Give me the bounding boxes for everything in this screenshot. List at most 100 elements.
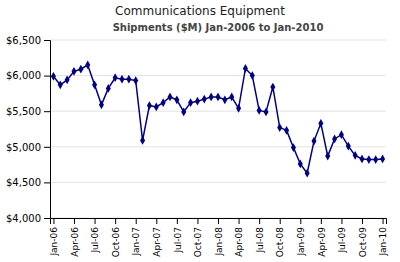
marker xyxy=(318,119,323,128)
marker xyxy=(359,155,364,164)
tick-label: Oct-06 xyxy=(111,227,121,258)
tick-mark xyxy=(300,218,301,224)
tick-mark xyxy=(44,218,50,219)
tick-mark xyxy=(44,76,50,77)
tick-mark xyxy=(44,147,50,148)
tick: Oct-09 xyxy=(358,218,368,257)
tick: $6,500 xyxy=(6,35,50,46)
tick-label: Oct-08 xyxy=(275,227,285,258)
tick-label: Jan-08 xyxy=(214,227,224,257)
tick: Jan-07 xyxy=(131,218,141,257)
marker xyxy=(106,84,111,93)
marker xyxy=(126,75,131,84)
marker xyxy=(78,65,83,74)
grid-line xyxy=(50,75,386,76)
tick-mark xyxy=(136,218,137,224)
tick-mark xyxy=(44,40,50,41)
marker xyxy=(222,95,227,104)
title: Communications Equipment xyxy=(115,4,285,18)
tick: $6,000 xyxy=(6,70,50,81)
marker xyxy=(161,98,166,107)
tick-label: Jul-06 xyxy=(90,227,100,254)
marker xyxy=(305,169,310,178)
subtitle: Shipments ($M) Jan-2006 to Jan-2010 xyxy=(113,22,324,33)
tick-mark xyxy=(383,218,384,224)
y-axis: $4,000$4,500$5,000$5,500$6,000$6,500 xyxy=(6,35,51,224)
tick-mark xyxy=(239,218,240,224)
tick-mark xyxy=(321,218,322,224)
tick-mark xyxy=(53,218,54,224)
marker xyxy=(346,142,351,151)
tick: Oct-07 xyxy=(193,218,203,257)
grid-line xyxy=(50,111,386,112)
grid-line xyxy=(50,182,386,183)
marker xyxy=(366,155,371,164)
tick-label: $4,000 xyxy=(6,213,41,224)
tick-mark xyxy=(341,218,342,224)
marker xyxy=(147,101,152,110)
tick-label: Apr-06 xyxy=(70,227,80,257)
marker xyxy=(311,137,316,146)
marker xyxy=(133,76,138,85)
marker xyxy=(188,98,193,107)
tick-label: Jul-08 xyxy=(255,227,265,254)
marker xyxy=(202,95,207,104)
tick-label: Oct-09 xyxy=(358,227,368,258)
tick-label: Jan-07 xyxy=(131,227,141,257)
tick: Apr-07 xyxy=(152,218,162,257)
marker xyxy=(51,72,56,81)
tick: $4,500 xyxy=(6,177,50,188)
tick-label: $6,000 xyxy=(6,70,41,81)
tick-mark xyxy=(362,218,363,224)
tick-label: Oct-07 xyxy=(193,227,203,257)
tick-label: Apr-07 xyxy=(152,227,162,257)
tick: Jul-07 xyxy=(173,218,183,254)
marker xyxy=(85,61,90,70)
marker xyxy=(250,71,255,80)
tick-mark xyxy=(259,218,260,224)
tick: Apr-09 xyxy=(317,218,327,257)
tick-label: Jul-07 xyxy=(173,227,183,254)
marker xyxy=(277,123,282,132)
marker xyxy=(181,108,186,117)
marker xyxy=(243,64,248,73)
tick: Jul-09 xyxy=(337,218,347,254)
tick: Apr-06 xyxy=(70,218,80,257)
tick-label: Jul-09 xyxy=(337,227,347,254)
tick-mark xyxy=(177,218,178,224)
tick-label: Apr-08 xyxy=(234,227,244,257)
marker xyxy=(263,108,268,117)
marker xyxy=(209,93,214,102)
tick: Oct-08 xyxy=(275,218,285,257)
tick: Jul-06 xyxy=(90,218,100,254)
tick: $4,000 xyxy=(6,213,50,224)
grid-line xyxy=(50,146,386,147)
tick-label: Jan-10 xyxy=(378,227,388,257)
marker xyxy=(58,80,63,89)
marker xyxy=(195,97,200,106)
tick-label: $4,500 xyxy=(6,177,41,188)
plot-area: $4,000$4,500$5,000$5,500$6,000$6,500Jan-… xyxy=(6,35,388,258)
tick-mark xyxy=(44,111,50,112)
tick-label: $5,500 xyxy=(6,106,41,117)
grid-line xyxy=(50,40,386,41)
marks xyxy=(51,61,385,178)
marker xyxy=(167,93,172,102)
marker xyxy=(236,104,241,113)
tick-mark xyxy=(218,218,219,224)
tick-label: Jan-09 xyxy=(296,227,306,257)
tick: Jan-09 xyxy=(296,218,306,257)
marker xyxy=(284,126,289,135)
tick: Apr-08 xyxy=(234,218,244,257)
marker xyxy=(215,93,220,102)
grid xyxy=(50,40,386,218)
chart: Communications Equipment Shipments ($M) J… xyxy=(0,0,400,262)
marker xyxy=(291,143,296,152)
marker xyxy=(298,160,303,169)
marker xyxy=(65,76,70,85)
marker xyxy=(71,67,76,76)
marker xyxy=(174,95,179,104)
tick-mark xyxy=(44,182,50,183)
tick-label: $6,500 xyxy=(6,35,41,46)
tick-mark xyxy=(115,218,116,224)
